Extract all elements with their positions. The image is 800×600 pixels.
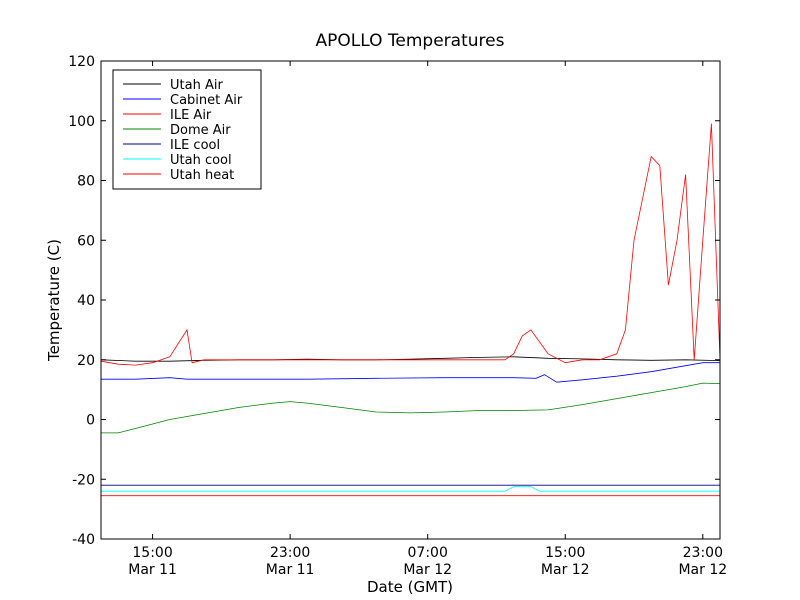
y-axis-label: Temperature (C) bbox=[45, 239, 63, 362]
x-tick-date-label: Mar 12 bbox=[403, 562, 452, 578]
series-line-utah-cool bbox=[101, 486, 720, 492]
legend-label: ILE Air bbox=[170, 108, 212, 123]
y-tick-label: -20 bbox=[72, 472, 95, 488]
x-tick-date-label: Mar 12 bbox=[678, 562, 727, 578]
y-tick-label: 60 bbox=[77, 233, 95, 249]
y-tick-label: 0 bbox=[86, 413, 95, 429]
x-tick-time-label: 07:00 bbox=[408, 545, 448, 561]
series-line-ile-air bbox=[100, 123, 721, 366]
series-lines bbox=[100, 123, 721, 497]
legend-label: Utah heat bbox=[170, 168, 234, 183]
y-tick-label: 100 bbox=[68, 114, 95, 130]
x-tick-time-label: 15:00 bbox=[132, 545, 172, 561]
series-line-dome-air bbox=[101, 382, 721, 434]
y-tick-label: 40 bbox=[77, 293, 95, 309]
series-line-utah-air bbox=[100, 356, 721, 362]
x-tick-time-label: 23:00 bbox=[683, 545, 723, 561]
y-tick-label: 80 bbox=[77, 174, 95, 190]
x-axis-label: Date (GMT) bbox=[367, 578, 453, 596]
series-line-cabinet-air bbox=[101, 362, 720, 383]
y-tick-label: 120 bbox=[68, 54, 95, 70]
legend-label: Cabinet Air bbox=[170, 93, 243, 108]
legend-label: ILE cool bbox=[170, 138, 220, 153]
chart-title: APOLLO Temperatures bbox=[316, 31, 505, 51]
legend-label: Utah cool bbox=[170, 153, 232, 168]
x-tick-date-label: Mar 11 bbox=[128, 562, 177, 578]
x-tick-time-label: 15:00 bbox=[545, 545, 585, 561]
y-tick-label: -40 bbox=[72, 532, 95, 548]
x-tick-time-label: 23:00 bbox=[270, 545, 310, 561]
legend-label: Utah Air bbox=[170, 78, 223, 93]
x-tick-date-label: Mar 11 bbox=[266, 562, 315, 578]
legend-label: Dome Air bbox=[170, 123, 231, 138]
x-tick-date-label: Mar 12 bbox=[541, 562, 590, 578]
y-tick-label: 20 bbox=[77, 353, 95, 369]
